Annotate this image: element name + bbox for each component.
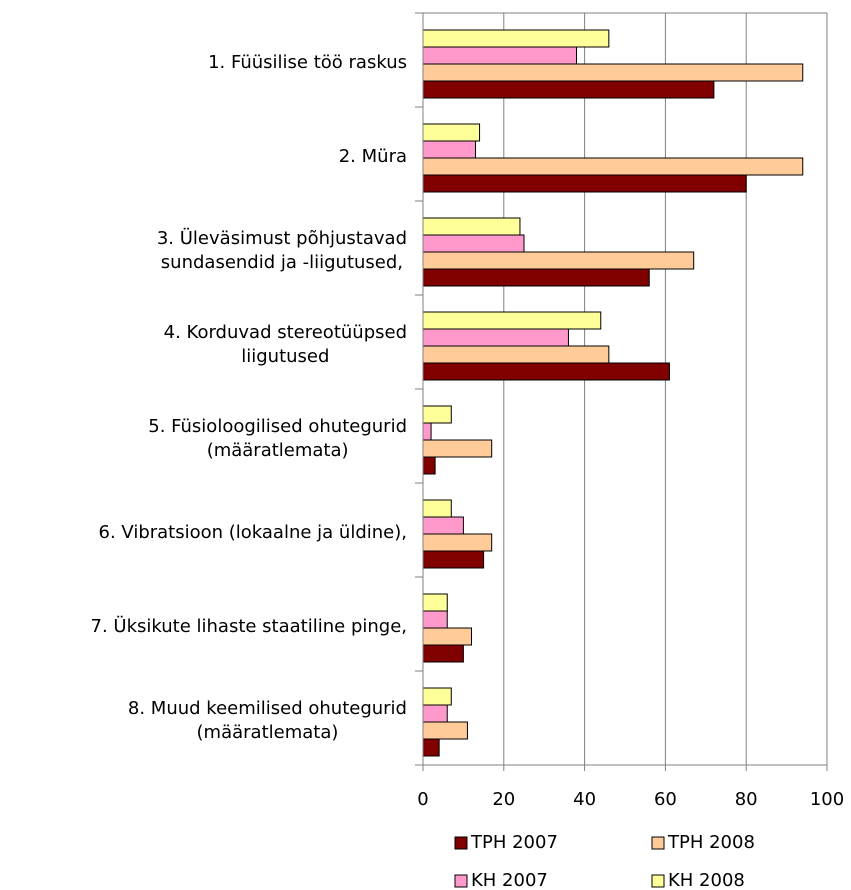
y-tick-label: 4. Korduvad stereotüüpsed liigutused	[163, 322, 407, 367]
bar	[422, 550, 485, 569]
bar	[422, 80, 715, 99]
x-tick-label: 40	[573, 789, 596, 810]
bar	[422, 687, 452, 706]
bar	[422, 422, 432, 441]
legend-label: TPH 2008	[667, 832, 755, 853]
bar	[422, 533, 493, 552]
legend-swatch	[651, 874, 665, 888]
bar	[422, 721, 468, 740]
legend-label: TPH 2007	[470, 832, 558, 853]
x-tick-label: 100	[810, 789, 844, 810]
bar	[422, 704, 448, 723]
bar	[422, 46, 578, 65]
bar	[422, 174, 747, 193]
legend-swatch	[454, 874, 468, 888]
bar	[422, 29, 610, 48]
x-tick-label: 0	[417, 789, 428, 810]
x-tick-label: 60	[654, 789, 677, 810]
bar	[422, 251, 695, 270]
bar	[422, 123, 481, 142]
legend-swatch	[651, 836, 665, 850]
bar	[422, 157, 804, 176]
y-tick-label: 3. Üleväsimust põhjustavad sundasendid j…	[156, 228, 407, 273]
bar	[422, 268, 650, 287]
bar	[422, 345, 610, 364]
bar	[422, 140, 477, 159]
bar	[422, 439, 493, 458]
x-tick-label: 80	[735, 789, 758, 810]
bar	[422, 593, 448, 612]
y-tick-label: 6. Vibratsioon (lokaalne ja üldine),	[98, 522, 408, 543]
y-tick-label: 2. Müra	[338, 146, 407, 167]
legend-swatch	[454, 836, 468, 850]
bar	[422, 516, 464, 535]
bar	[422, 738, 440, 757]
bar	[422, 217, 521, 236]
y-tick-label: 8. Muud keemilised ohutegurid (määratlem…	[127, 698, 407, 743]
bar	[422, 311, 602, 330]
bar	[422, 610, 448, 629]
bar	[422, 627, 472, 646]
bar	[422, 644, 464, 663]
bar	[422, 328, 569, 347]
bar	[422, 456, 436, 475]
bar	[422, 234, 525, 253]
bar	[422, 405, 452, 424]
y-tick-label: 5. Füsioloogilised ohutegurid (määratlem…	[148, 416, 407, 461]
bar	[422, 499, 452, 518]
legend-label: KH 2008	[668, 870, 745, 890]
y-tick-label: 1. Füüsilise töö raskus	[208, 52, 407, 73]
x-tick-label: 20	[492, 789, 515, 810]
bar	[422, 63, 804, 82]
bar	[422, 362, 670, 381]
y-tick-label: 7. Üksikute lihaste staatiline pinge,	[90, 616, 408, 637]
legend-label: KH 2007	[471, 870, 548, 890]
